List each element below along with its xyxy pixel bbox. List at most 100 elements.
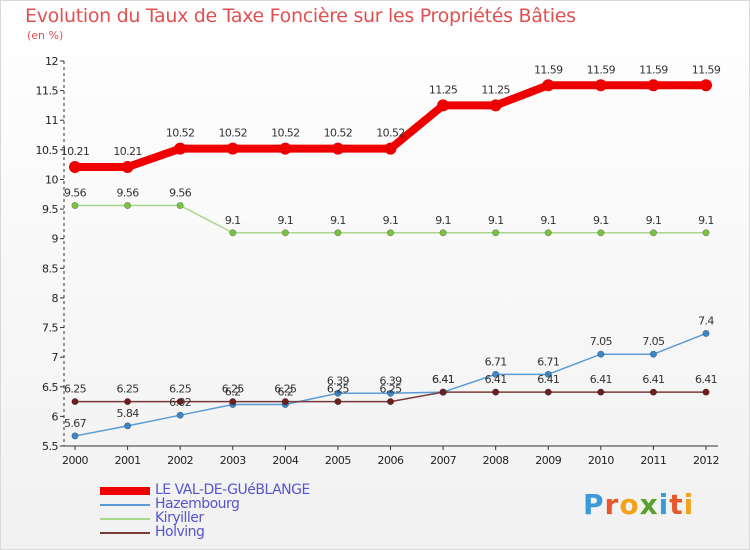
y-tick-label: 11 — [45, 114, 58, 127]
data-label: 6.2 — [277, 386, 293, 399]
legend-swatch-red — [100, 487, 150, 495]
data-point — [439, 229, 447, 237]
y-tick-label: 11.5 — [36, 85, 59, 98]
data-label: 6.41 — [485, 373, 507, 386]
data-point — [700, 79, 712, 92]
data-label: 6.39 — [379, 374, 402, 387]
x-tick-label: 2003 — [220, 454, 246, 467]
data-label: 9.1 — [698, 214, 714, 227]
data-label: 10.52 — [271, 127, 300, 140]
data-label: 10.21 — [61, 145, 90, 158]
y-tick-label: 8 — [52, 292, 59, 305]
data-label: 6.71 — [537, 355, 559, 368]
data-point — [71, 432, 79, 440]
logo-letter: i — [658, 488, 670, 521]
x-tick-label: 2002 — [167, 454, 193, 467]
x-tick-label: 2001 — [115, 454, 141, 467]
legend: LE VAL-DE-GUéBLANGE Hazembourg Kiryiller… — [100, 482, 420, 540]
y-tick-label: 10.5 — [36, 144, 59, 157]
data-label: 6.41 — [432, 373, 454, 386]
data-point — [124, 422, 132, 430]
legend-label: Holving — [155, 524, 205, 540]
data-label: 6.41 — [432, 373, 454, 386]
data-point — [124, 202, 132, 210]
data-label: 10.52 — [219, 127, 248, 140]
data-label: 5.84 — [117, 407, 140, 420]
data-label: 5.67 — [64, 417, 87, 430]
data-label: 9.1 — [540, 214, 556, 227]
data-label: 9.1 — [593, 214, 609, 227]
data-label: 7.05 — [642, 335, 665, 348]
y-tick-label: 6.5 — [42, 381, 58, 394]
data-labels: 10.21 10.21 10.52 10.52 10.52 10.52 10.52 11.25… — [61, 63, 722, 430]
data-point — [702, 329, 710, 337]
series-markers — [69, 79, 712, 440]
legend-label: Kiryiller — [155, 510, 204, 526]
data-label: 11.59 — [692, 63, 721, 76]
data-label: 6.2 — [225, 386, 241, 399]
data-point — [542, 79, 555, 92]
data-point — [176, 398, 184, 406]
y-tick-label: 5.5 — [42, 440, 58, 453]
data-label: 10.52 — [324, 127, 353, 140]
data-label: 11.59 — [639, 63, 668, 76]
x-tick-label: 2008 — [483, 454, 509, 467]
data-point — [597, 350, 605, 358]
data-point — [279, 142, 292, 155]
legend-label: LE VAL-DE-GUéBLANGE — [155, 482, 310, 498]
data-point — [492, 388, 500, 396]
y-tick-label: 12 — [45, 55, 58, 68]
data-point — [544, 388, 552, 396]
data-label: 6.25 — [117, 383, 140, 396]
logo-letter: t — [669, 488, 684, 521]
data-point — [386, 229, 394, 237]
y-tick-label: 7.5 — [42, 322, 58, 335]
data-label: 9.1 — [488, 214, 504, 227]
data-label: 9.56 — [169, 187, 192, 200]
data-point — [176, 411, 184, 419]
data-point — [226, 142, 239, 155]
data-point — [702, 388, 710, 396]
legend-item: Holving — [100, 524, 420, 540]
data-label: 9.56 — [117, 187, 140, 200]
data-label: 11.25 — [429, 83, 458, 96]
legend-label: Hazembourg — [155, 496, 240, 512]
data-point — [649, 229, 657, 237]
data-point — [229, 229, 237, 237]
data-point — [492, 229, 500, 237]
data-label: 6.41 — [537, 373, 559, 386]
proxiti-logo: Proxiti — [583, 488, 694, 521]
data-label: 9.56 — [64, 187, 87, 200]
logo-letter: i — [683, 488, 695, 521]
axes: 5.5 6 6.5 7 7.5 8 8.5 9 9.5 10 10.5 11 11.5 12 2000 200… — [36, 55, 720, 467]
x-tick-label: 2010 — [588, 454, 614, 467]
data-point — [176, 202, 184, 210]
data-point — [439, 388, 447, 396]
data-point — [281, 229, 289, 237]
x-tick-label: 2005 — [325, 454, 351, 467]
x-tick-label: 2004 — [272, 454, 298, 467]
y-tick-label: 7 — [52, 351, 59, 364]
data-label: 6.41 — [590, 373, 612, 386]
data-point — [702, 229, 710, 237]
y-tick-label: 9.5 — [42, 203, 58, 216]
data-point — [69, 161, 81, 174]
data-point — [334, 229, 342, 237]
legend-swatch-blue — [100, 504, 150, 506]
logo-letter: x — [639, 488, 659, 521]
data-point — [649, 350, 657, 358]
data-label: 6.25 — [169, 383, 192, 396]
y-tick-label: 9 — [52, 233, 59, 246]
y-tick-label: 6 — [52, 410, 59, 423]
data-label: 11.59 — [587, 63, 616, 76]
data-label: 7.05 — [590, 335, 613, 348]
data-point — [489, 99, 502, 112]
data-label: 11.25 — [481, 83, 510, 96]
data-label: 6.02 — [169, 396, 191, 409]
data-label: 9.1 — [646, 214, 662, 227]
data-point — [281, 398, 289, 406]
data-point — [597, 229, 605, 237]
data-point — [124, 398, 132, 406]
